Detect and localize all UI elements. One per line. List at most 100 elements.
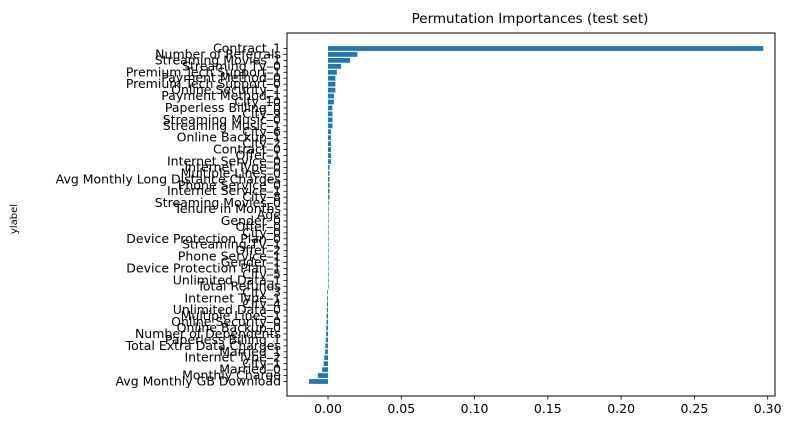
y-tick-label: Total Extra Data Charges [125, 338, 281, 353]
bar [328, 99, 334, 105]
bar [328, 272, 329, 277]
bar [328, 206, 329, 212]
y-tick-label: Device Protection Plan_0 [126, 231, 281, 246]
y-tick-label: Gender_1 [221, 255, 281, 270]
bar [328, 230, 329, 236]
y-tick-label: Streaming Music_0 [163, 112, 281, 127]
bar [328, 135, 331, 141]
bar [328, 69, 337, 75]
y-tick-label: City_5 [242, 266, 281, 281]
y-tick-label: City_10 [234, 94, 281, 109]
bar [328, 182, 330, 188]
bar [328, 141, 331, 147]
bar [328, 248, 329, 254]
x-tick-label: 0.30 [754, 401, 782, 416]
y-tick-label: Streaming Music_1 [163, 118, 281, 133]
bar [328, 266, 329, 271]
y-tick-label: Online Security_1 [171, 82, 281, 97]
y-tick-label: Unlimited Data_1 [173, 272, 281, 287]
bar [326, 331, 329, 337]
bar [325, 337, 329, 343]
y-tick-label: Married_1 [219, 344, 281, 359]
bar [328, 212, 329, 218]
y-tick-label: Offer_0 [236, 219, 282, 234]
x-tick-label: 0.05 [387, 401, 415, 416]
bar [328, 176, 330, 182]
y-tick-label: Online Backup_1 [177, 130, 281, 145]
bar [325, 349, 329, 355]
bar [328, 153, 331, 158]
y-tick-label: City_8 [242, 189, 281, 204]
bar [308, 379, 329, 384]
bar [328, 123, 333, 129]
bar [328, 147, 331, 152]
bar [328, 75, 336, 81]
bar [328, 188, 330, 194]
y-tick-label: Payment Method_0 [161, 70, 281, 85]
y-tick-label: Phone Service_0 [178, 177, 281, 192]
bar [328, 87, 336, 93]
y-tick-label: Premium Tech Support_0 [126, 76, 281, 91]
y-tick-label: Gender_0 [221, 213, 281, 228]
bar [324, 355, 329, 361]
y-tick-label: Number of Dependents [135, 326, 281, 341]
y-tick-label: Multiple Lines_0 [181, 165, 281, 180]
y-tick-label: City_0 [242, 225, 281, 240]
y-tick-label: Offer_2 [236, 243, 281, 258]
y-tick-label: Payment Method_1 [161, 88, 281, 103]
bars-layer [308, 46, 764, 384]
x-tick-label: 0.15 [534, 401, 562, 416]
y-tick-label: Phone Service_1 [178, 249, 281, 264]
y-tick-label: City_9 [242, 106, 281, 121]
x-tick-label: 0.00 [314, 401, 342, 416]
y-tick-label: Paperless Billing_0 [165, 100, 281, 115]
y-tick-label: Internet Type_2 [184, 350, 281, 365]
bar [328, 105, 333, 111]
bar [328, 278, 329, 283]
bar [328, 52, 358, 57]
y-tick-label: Internet Service_1 [167, 183, 281, 198]
y-tick-label: Avg Monthly Long Distance Charges [56, 171, 281, 186]
y-tick-label: Internet Service_0 [167, 153, 281, 168]
bar [328, 46, 764, 51]
y-tick-label: Paperless Billing_1 [165, 332, 281, 347]
chart-title: Permutation Importances (test set) [412, 11, 649, 27]
bar [328, 117, 333, 123]
bar [328, 58, 351, 63]
y-tick-label: Streaming TV_1 [182, 237, 281, 252]
bar [328, 283, 329, 289]
bar [327, 301, 329, 307]
bar [328, 63, 342, 69]
y-tick-label: Contract_0 [213, 142, 281, 157]
y-tick-label: Streaming Movies_0 [155, 195, 281, 210]
y-tick-label: Streaming TV_0 [182, 58, 281, 73]
y-tick-label: City_2 [242, 136, 281, 151]
bar [328, 200, 329, 206]
x-tick-label: 0.10 [461, 401, 489, 416]
bar [328, 111, 333, 117]
y-tick-label: Contract_1 [213, 41, 281, 56]
y-tick-label: Unlimited Data_0 [173, 302, 281, 317]
bar [328, 170, 330, 176]
y-tick-label: Premium Tech Support_1 [126, 64, 281, 79]
y-tick-label: City_1 [242, 356, 281, 371]
y-tick-label: Tenure in Months [173, 201, 281, 216]
bar [327, 295, 329, 301]
x-tick-label: 0.25 [680, 401, 708, 416]
y-tick-label: Device Protection Plan_1 [126, 261, 281, 276]
bar [327, 289, 329, 295]
y-tick-label: Online Security_0 [171, 314, 281, 329]
y-tick-label: Online Backup_0 [177, 320, 281, 335]
bar [328, 260, 329, 265]
bar [325, 343, 329, 349]
x-axis: 0.00 0.05 0.10 0.15 0.20 0.25 0.30 [314, 396, 782, 416]
y-tick-label: City_3 [242, 284, 281, 299]
y-tick-label: Offer_1 [236, 148, 281, 163]
y-tick-label: Age [257, 207, 281, 222]
bar [328, 165, 330, 170]
bar [328, 242, 329, 248]
y-tick-label: Number of Referrals [155, 46, 281, 61]
bar [328, 224, 329, 230]
